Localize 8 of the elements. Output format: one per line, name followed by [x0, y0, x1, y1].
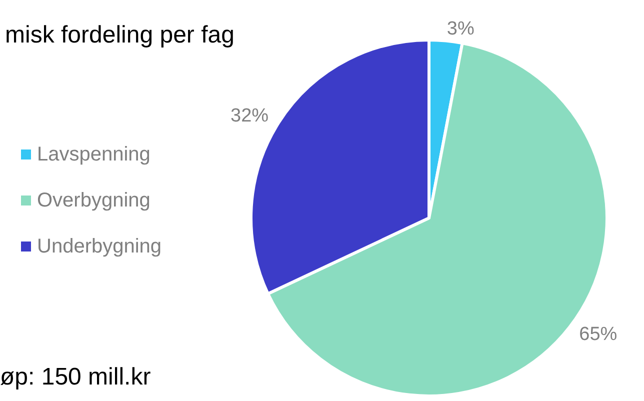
legend-label: Lavspenning	[37, 144, 150, 166]
legend-label: Overbygning	[37, 190, 150, 212]
data-label: 65%	[579, 324, 618, 345]
chart-title: misk fordeling per fag	[5, 22, 234, 48]
text: øp: 150 mill.kr	[0, 364, 151, 390]
data-label: 32%	[230, 106, 269, 127]
legend-label: Underbygning	[37, 236, 162, 258]
data-label: 3%	[446, 18, 474, 40]
